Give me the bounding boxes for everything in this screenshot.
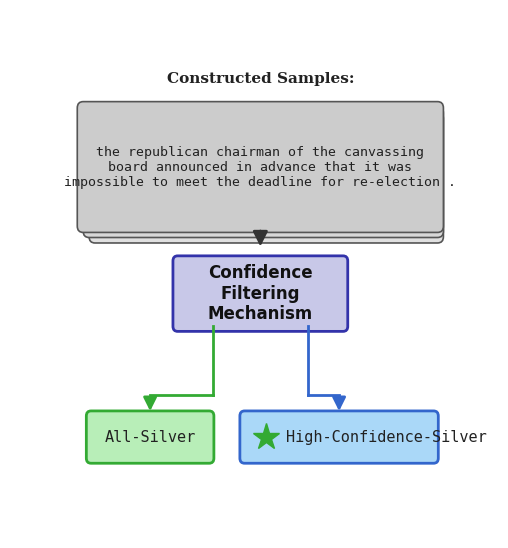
Text: All-Silver: All-Silver xyxy=(105,430,196,444)
FancyBboxPatch shape xyxy=(240,411,438,463)
Text: Constructed Samples:: Constructed Samples: xyxy=(167,72,354,86)
FancyBboxPatch shape xyxy=(83,107,443,237)
FancyBboxPatch shape xyxy=(77,101,443,232)
FancyBboxPatch shape xyxy=(173,256,348,332)
FancyBboxPatch shape xyxy=(89,112,443,243)
FancyBboxPatch shape xyxy=(86,411,214,463)
Text: Confidence
Filtering
Mechanism: Confidence Filtering Mechanism xyxy=(208,264,313,323)
Text: the republican chairman of the canvassing
board announced in advance that it was: the republican chairman of the canvassin… xyxy=(65,146,456,189)
Text: High-Confidence-Silver: High-Confidence-Silver xyxy=(286,430,487,444)
